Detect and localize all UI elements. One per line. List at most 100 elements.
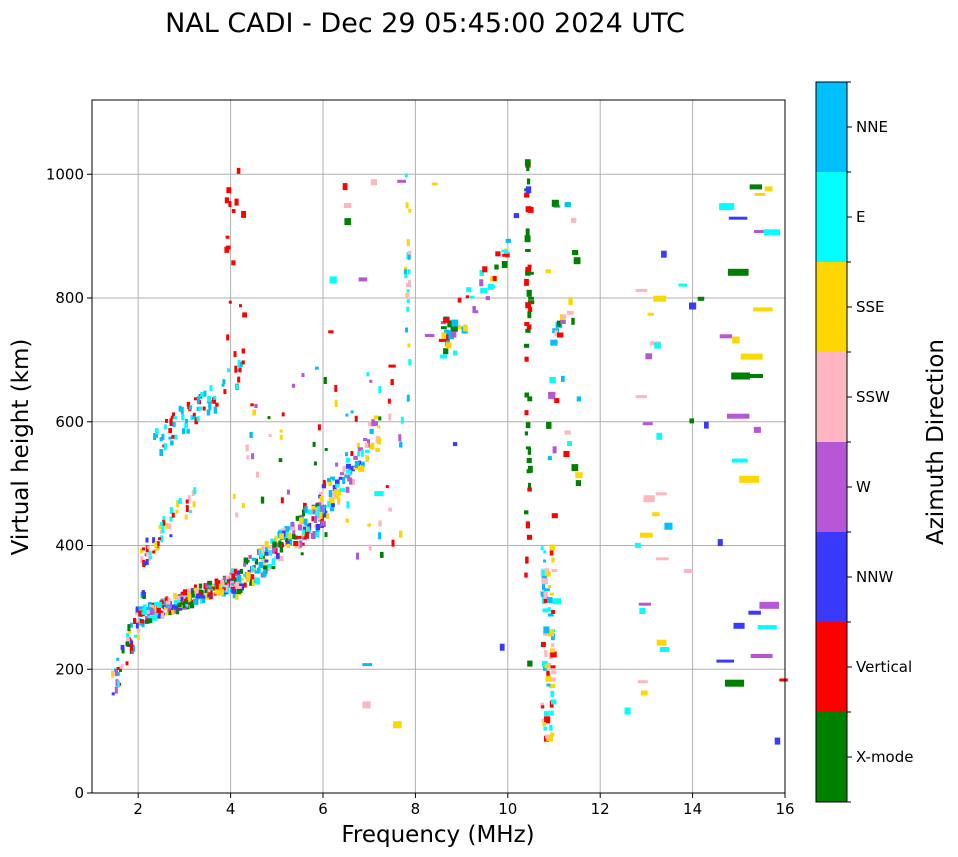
echo-mark-vertical — [354, 415, 358, 422]
echo-mark-ssw — [408, 280, 411, 288]
echo-mark-x-mode — [168, 612, 172, 616]
echo-mark-x-mode — [524, 235, 531, 243]
echo-mark-x-mode — [441, 326, 447, 330]
echo-mark-nnw — [237, 570, 240, 575]
echo-mark-w — [345, 486, 350, 493]
echo-mark-sse — [548, 629, 554, 637]
echo-mark-w — [719, 334, 733, 339]
echo-mark-nne — [546, 683, 551, 687]
echo-mark-e — [480, 288, 488, 293]
echo-mark-x-mode — [243, 557, 248, 565]
echo-mark-nne — [138, 606, 144, 613]
echo-mark-vertical — [465, 295, 470, 299]
colorbar-segment-x-mode — [816, 712, 847, 802]
echo-mark-nne — [543, 588, 550, 592]
echo-mark-vertical — [190, 599, 195, 603]
echo-mark-x-mode — [443, 348, 449, 355]
echo-mark-sse — [356, 442, 360, 449]
echo-mark-w — [301, 373, 305, 378]
echo-mark-sse — [575, 472, 583, 479]
echo-mark-ssw — [551, 643, 555, 648]
echo-mark-sse — [549, 684, 556, 688]
echo-mark-vertical — [192, 412, 196, 418]
echo-mark-e — [157, 601, 162, 608]
echo-mark-ssw — [195, 589, 199, 594]
echo-mark-w — [367, 439, 370, 447]
echo-mark-sse — [656, 639, 667, 646]
echo-mark-sse — [369, 443, 375, 450]
echo-mark-vertical — [170, 415, 174, 419]
echo-mark-sse — [236, 593, 240, 596]
echo-mark-nne — [193, 598, 198, 604]
echo-mark-e — [178, 498, 182, 504]
echo-mark-e — [285, 531, 289, 538]
echo-mark-ssw — [245, 444, 249, 452]
echo-mark-sse — [547, 585, 552, 588]
echo-mark-x-mode — [572, 250, 579, 255]
echo-mark-w — [356, 552, 359, 560]
echo-mark-nne — [231, 582, 235, 586]
echo-mark-e — [339, 488, 345, 493]
echo-mark-x-mode — [527, 396, 533, 402]
echo-mark-nnw — [120, 644, 125, 650]
echo-mark-vertical — [525, 266, 532, 272]
echo-mark-nnw — [661, 250, 667, 258]
echo-mark-e — [757, 625, 777, 630]
echo-mark-vertical — [224, 582, 228, 587]
echo-mark-e — [540, 546, 544, 551]
echo-mark-ssw — [237, 586, 242, 591]
echo-mark-x-mode — [527, 660, 533, 667]
echo-mark-x-mode — [324, 532, 328, 538]
echo-mark-nnw — [346, 463, 351, 469]
echo-mark-nne — [327, 478, 331, 482]
echo-mark-e — [116, 680, 120, 688]
echo-mark-nnw — [338, 476, 344, 480]
echo-mark-w — [274, 542, 280, 548]
echo-mark-sse — [551, 557, 555, 563]
echo-mark-vertical — [172, 412, 175, 417]
echo-mark-ssw — [550, 677, 556, 682]
x-tick-label: 2 — [133, 800, 143, 818]
echo-mark-x-mode — [344, 218, 352, 226]
echo-mark-e — [654, 342, 661, 349]
echo-mark-ssw — [267, 544, 272, 549]
echo-mark-ssw — [146, 545, 150, 549]
echo-mark-w — [753, 426, 761, 433]
echo-mark-vertical — [546, 670, 550, 676]
echo-mark-nne — [165, 604, 169, 609]
echo-mark-e — [335, 483, 340, 488]
echo-mark-sse — [184, 514, 188, 520]
echo-mark-nne — [170, 440, 174, 446]
echo-mark-w — [754, 230, 764, 233]
echo-mark-vertical — [527, 206, 534, 213]
echo-mark-ssw — [246, 455, 250, 460]
echo-mark-ssw — [186, 588, 191, 595]
echo-mark-sse — [235, 594, 239, 600]
grid-lines — [92, 100, 786, 794]
echo-mark-ssw — [267, 568, 271, 572]
echo-mark-ssw — [145, 609, 150, 614]
echo-mark-vertical — [226, 334, 230, 341]
echo-mark-x-mode — [501, 261, 508, 268]
echo-mark-sse — [279, 533, 284, 540]
echo-mark-vertical — [492, 276, 497, 281]
echo-mark-x-mode — [125, 641, 130, 647]
echo-mark-vertical — [549, 550, 554, 556]
echo-mark-vertical — [524, 572, 528, 578]
echo-mark-w — [353, 455, 358, 460]
echo-mark-sse — [445, 342, 452, 349]
echo-mark-w — [642, 422, 653, 426]
echo-mark-vertical — [199, 591, 202, 595]
echo-mark-w — [727, 413, 750, 419]
echo-mark-w — [560, 320, 566, 324]
echo-mark-nne — [315, 366, 319, 370]
echo-mark-x-mode — [527, 465, 533, 473]
echo-mark-ssw — [406, 292, 410, 297]
echo-mark-sse — [241, 503, 245, 509]
y-tick-label: 800 — [55, 289, 84, 307]
echo-mark-nne — [328, 490, 333, 498]
echo-mark-e — [440, 354, 448, 359]
echo-mark-w — [474, 310, 479, 314]
echo-mark-e — [634, 542, 641, 548]
echo-mark-w — [357, 447, 363, 452]
